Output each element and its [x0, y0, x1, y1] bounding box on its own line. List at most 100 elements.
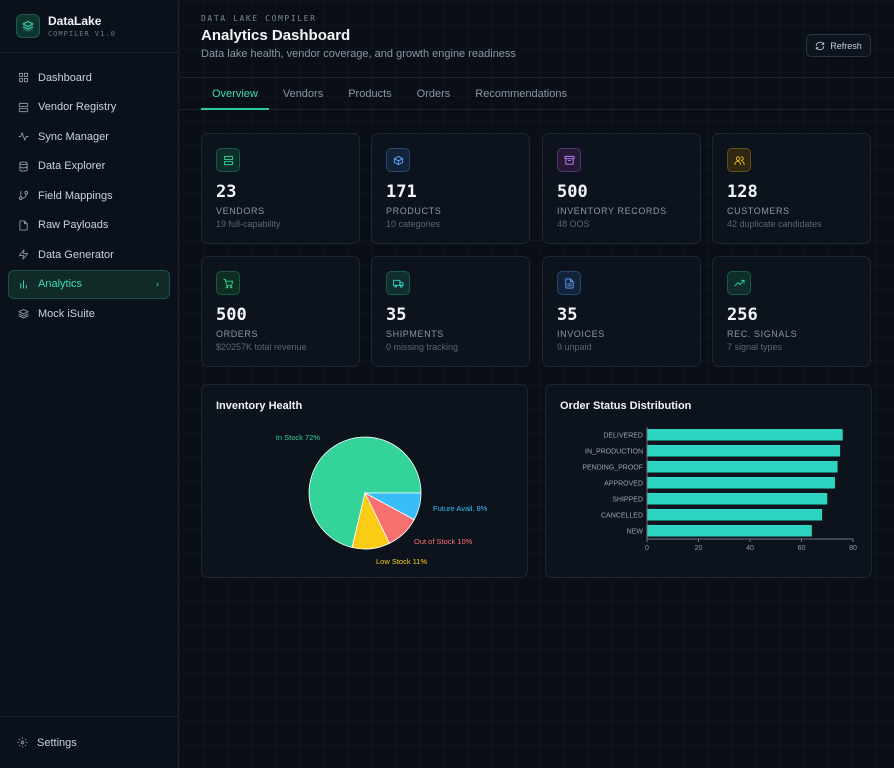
- users-icon: [727, 148, 751, 172]
- sidebar-item-analytics[interactable]: Analytics ›: [8, 269, 170, 299]
- stat-value: 23: [216, 182, 237, 202]
- stat-label: REC. SIGNALS: [727, 329, 798, 339]
- stat-value: 171: [386, 182, 417, 202]
- pie-label: Future Avail. 8%: [433, 504, 488, 513]
- bar-new[interactable]: [647, 525, 812, 537]
- refresh-label: Refresh: [830, 40, 862, 51]
- sidebar-item-data-explorer[interactable]: Data Explorer: [8, 152, 170, 181]
- sidebar-item-label: Analytics: [38, 278, 83, 290]
- stat-card-products[interactable]: 171 PRODUCTS 10 categories: [371, 133, 530, 244]
- sidebar-item-label: Vendor Registry: [38, 101, 117, 113]
- sidebar-item-data-generator[interactable]: Data Generator: [8, 240, 170, 269]
- order-status-panel: Order Status Distribution DELIVERED IN_PR…: [545, 384, 872, 578]
- page-subtitle: Data lake health, vendor coverage, and g…: [201, 48, 516, 60]
- bar-chart-icon: [20, 279, 27, 289]
- stat-card-rec-signals[interactable]: 256 REC. SIGNALS 7 signal types: [712, 256, 871, 367]
- tab-overview[interactable]: Overview: [201, 78, 269, 110]
- sidebar-item-label: Data Generator: [38, 248, 114, 261]
- tab-recommendations[interactable]: Recommendations: [475, 87, 567, 100]
- stat-card-vendors[interactable]: 23 VENDORS 19 full-capability: [201, 133, 360, 244]
- stat-subtext: 0 missing tracking: [386, 342, 459, 352]
- git-branch-icon: [18, 190, 29, 201]
- bar-category-label: NEW: [627, 528, 644, 535]
- sidebar-item-label: Field Mappings: [38, 189, 113, 202]
- x-tick-label: 0: [645, 545, 649, 552]
- pie-label: Low Stock 11%: [376, 557, 427, 566]
- stat-label: INVENTORY RECORDS: [557, 206, 667, 216]
- stat-card-orders[interactable]: 500 ORDERS $20257K total revenue: [201, 256, 360, 367]
- tab-vendors[interactable]: Vendors: [282, 87, 324, 100]
- archive-icon: [557, 148, 581, 172]
- stat-value: 256: [727, 305, 758, 325]
- x-tick-label: 20: [695, 545, 703, 552]
- bar-cancelled[interactable]: [647, 509, 823, 521]
- bar-category-label: DELIVERED: [603, 432, 643, 439]
- cart-icon: [216, 271, 240, 295]
- layers-icon: [18, 308, 29, 319]
- activity-icon: [18, 132, 29, 141]
- zap-icon: [18, 249, 29, 260]
- stat-value: 500: [216, 305, 247, 325]
- box-icon: [386, 148, 410, 172]
- file-text-icon: [557, 271, 581, 295]
- bar-pending-proof[interactable]: [647, 461, 838, 473]
- stat-value: 35: [557, 305, 578, 325]
- refresh-button[interactable]: Refresh: [806, 34, 871, 57]
- gear-icon: [17, 737, 28, 748]
- sidebar-item-sync-manager[interactable]: Sync Manager: [8, 122, 170, 151]
- bar-category-label: IN_PRODUCTION: [585, 448, 643, 455]
- tab-bar: Overview Vendors Products Orders Recomme…: [179, 78, 894, 110]
- stat-subtext: 19 full-capability: [216, 219, 281, 229]
- bar-delivered[interactable]: [647, 429, 843, 441]
- sidebar-item-label: Sync Manager: [38, 130, 109, 143]
- stat-subtext: 9 unpaid: [557, 342, 592, 352]
- page-header: DATA LAKE COMPILER Analytics Dashboard D…: [179, 0, 894, 78]
- panel-title: Order Status Distribution: [560, 400, 692, 412]
- sidebar-item-dashboard[interactable]: Dashboard: [8, 63, 170, 92]
- order-status-bar-chart: DELIVERED IN_PRODUCTION PENDING_PROOF APPRO…: [582, 427, 857, 552]
- tab-orders[interactable]: Orders: [416, 87, 451, 100]
- sidebar-item-mock-isuite[interactable]: Mock iSuite: [8, 299, 170, 328]
- brand[interactable]: DataLake COMPILER V1.0: [0, 0, 178, 53]
- main-content: DATA LAKE COMPILER Analytics Dashboard D…: [179, 0, 894, 768]
- pie-label: Out of Stock 10%: [414, 537, 473, 546]
- bar-category-label: CANCELLED: [601, 512, 643, 519]
- stat-card-inventory[interactable]: 500 INVENTORY RECORDS 48 OOS: [542, 133, 701, 244]
- stat-label: PRODUCTS: [386, 206, 442, 216]
- grid-icon: [18, 72, 29, 83]
- stat-label: INVOICES: [557, 329, 605, 339]
- bar-shipped[interactable]: [647, 493, 828, 505]
- stat-value: 500: [557, 182, 588, 202]
- refresh-icon: [816, 41, 825, 50]
- stat-card-invoices[interactable]: 35 INVOICES 9 unpaid: [542, 256, 701, 367]
- file-icon: [19, 219, 28, 231]
- stat-label: CUSTOMERS: [727, 206, 790, 216]
- stat-subtext: 48 OOS: [557, 219, 590, 229]
- stat-card-customers[interactable]: 128 CUSTOMERS 42 duplicate candidates: [712, 133, 871, 244]
- x-tick-label: 60: [798, 545, 806, 552]
- pie-slice-low-stock[interactable]: [351, 491, 390, 550]
- sidebar-item-field-mappings[interactable]: Field Mappings: [8, 181, 170, 210]
- bar-category-label: PENDING_PROOF: [582, 464, 643, 471]
- sidebar-item-label: Raw Payloads: [38, 219, 109, 231]
- sidebar-item-label: Mock iSuite: [38, 307, 95, 320]
- brand-version: COMPILER V1.0: [48, 30, 116, 38]
- chevron-right-icon: ›: [156, 279, 159, 289]
- sidebar-item-label: Dashboard: [38, 71, 92, 84]
- sidebar-item-settings[interactable]: Settings: [0, 716, 178, 768]
- truck-icon: [386, 271, 410, 295]
- inventory-health-panel: Inventory Health In Stock 72% Future Avai…: [201, 384, 528, 578]
- page-eyebrow: DATA LAKE COMPILER: [201, 14, 317, 23]
- sidebar-item-vendor-registry[interactable]: Vendor Registry: [8, 93, 170, 122]
- bar-approved[interactable]: [647, 477, 835, 489]
- panel-title: Inventory Health: [216, 400, 303, 412]
- page-title: Analytics Dashboard: [201, 27, 351, 44]
- server-icon: [216, 148, 240, 172]
- tab-products[interactable]: Products: [348, 87, 392, 100]
- stat-card-shipments[interactable]: 35 SHIPMENTS 0 missing tracking: [371, 256, 530, 367]
- x-tick-label: 40: [746, 545, 754, 552]
- sidebar-item-raw-payloads[interactable]: Raw Payloads: [8, 211, 170, 240]
- stat-label: SHIPMENTS: [386, 329, 444, 339]
- bar-in-production[interactable]: [647, 445, 841, 457]
- inventory-health-pie-chart: In Stock 72% Future Avail. 8% Out of Stock…: [276, 433, 488, 566]
